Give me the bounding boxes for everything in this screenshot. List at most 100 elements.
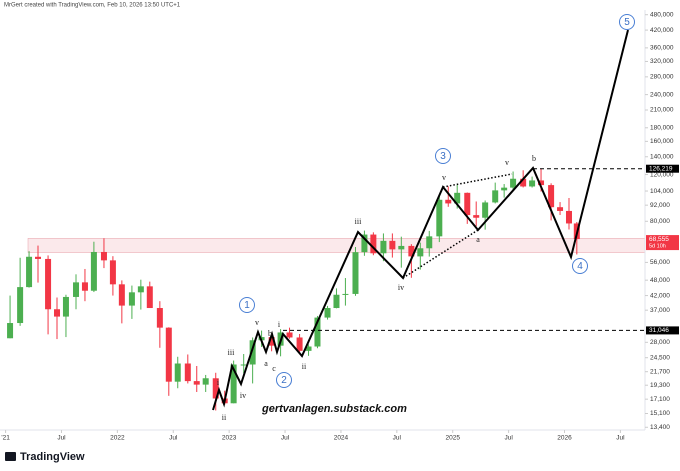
support-zone (27, 238, 646, 253)
y-tick-label: 210,000 (650, 107, 674, 114)
x-tick-label: Jul (169, 435, 178, 442)
y-tick-label: 104,000 (650, 188, 674, 195)
candle-body (454, 192, 461, 204)
candle-body (240, 364, 247, 366)
candle-body (118, 284, 125, 306)
candle-body (464, 192, 471, 216)
candle-body (389, 240, 396, 250)
y-tick-label: 480,000 (650, 11, 674, 18)
candle-body (408, 245, 415, 257)
price-label-box (646, 235, 679, 251)
candle-body (26, 256, 33, 288)
candle-body (45, 258, 52, 310)
x-tick-label: Jul (393, 435, 402, 442)
wave-circle (435, 148, 451, 164)
candle-body (100, 251, 107, 261)
candle-body (35, 256, 42, 259)
candle-body (501, 187, 508, 191)
y-tick-label: 120,000 (650, 171, 674, 178)
candle-body (510, 178, 517, 188)
candle-body (370, 234, 377, 254)
candle-body (305, 346, 312, 351)
y-tick-label: 37,000 (650, 307, 670, 314)
price-label: 31,046 (649, 327, 669, 334)
candle-body (7, 323, 14, 339)
candle-body (249, 340, 256, 365)
candle-body (137, 286, 144, 293)
y-tick-label: 13,400 (650, 424, 670, 431)
y-tick-label: 360,000 (650, 45, 674, 52)
wave-label: iii (228, 348, 235, 357)
y-tick-label: 17,100 (650, 396, 670, 403)
wave-label: iv (240, 391, 246, 400)
x-tick-label: Jul (504, 435, 513, 442)
candle-body (146, 286, 153, 309)
candle-body (380, 240, 387, 254)
candle-body (184, 363, 191, 382)
wave-degree-label: 4 (577, 261, 583, 272)
candle-body (473, 215, 480, 218)
channel-line (442, 173, 513, 188)
candle-body (314, 317, 321, 347)
y-tick-label: 15,100 (650, 410, 670, 417)
x-tick-label: Jul (57, 435, 66, 442)
candle-body (296, 337, 303, 351)
x-tick-label: 2023 (222, 435, 237, 442)
wave-label: i (217, 378, 220, 387)
candle-body (492, 190, 499, 203)
y-tick-label: 56,000 (650, 259, 670, 266)
wave-degree-label: 3 (440, 151, 446, 162)
candle-body (342, 293, 349, 295)
wave-circle (239, 297, 255, 313)
price-label: 68,555 (649, 236, 669, 243)
price-label: 126,219 (649, 165, 673, 172)
wave-drawing (212, 29, 629, 411)
header: MrGert created with TradingView.com, Feb… (4, 3, 181, 9)
price-label-box (646, 164, 679, 173)
candle-body (520, 178, 527, 187)
wave-label: a (476, 235, 480, 244)
x-tick-label: 2026 (557, 435, 572, 442)
x-tick-label: 2024 (334, 435, 349, 442)
x-tick-label: 2025 (445, 435, 460, 442)
wave-label: a (264, 359, 268, 368)
candle-body (17, 287, 24, 324)
wave-degree-label: 2 (281, 375, 287, 386)
y-tick-label: 140,000 (650, 153, 674, 160)
y-tick-label: 420,000 (650, 27, 674, 34)
candle-body (156, 308, 163, 328)
y-tick-label: 160,000 (650, 138, 674, 145)
candle-body (165, 327, 172, 382)
zone-layer (27, 238, 646, 253)
y-tick-label: 21,700 (650, 368, 670, 375)
wave-degree-label: 5 (624, 17, 630, 28)
wave-label: v (442, 173, 446, 182)
candle-body (324, 308, 331, 318)
x-tick-label: 2022 (110, 435, 125, 442)
candle-body (73, 282, 80, 297)
candle-body (286, 332, 293, 338)
brand: TradingView (20, 451, 85, 463)
wave-label: ii (222, 413, 227, 422)
candle-body (538, 180, 545, 186)
candle-body (557, 207, 564, 211)
y-tick-label: 24,500 (650, 354, 670, 361)
candles-layer (7, 168, 580, 411)
y-tick-label: 28,000 (650, 339, 670, 346)
wave-label: b (268, 329, 272, 338)
candle-body (212, 378, 219, 399)
x-tick-label: Jul (281, 435, 290, 442)
y-tick-label: 240,000 (650, 91, 674, 98)
candle-body (565, 210, 572, 224)
watermark: gertvanlagen.substack.com (261, 403, 407, 415)
brand-icon (5, 452, 16, 461)
channel-line (402, 229, 479, 279)
y-tick-label: 320,000 (650, 58, 674, 65)
candle-body (174, 363, 181, 382)
candle-body (54, 309, 61, 317)
candle-body (482, 202, 489, 218)
x-tick-label: '21 (1, 435, 10, 442)
wave-degree-label: 1 (244, 300, 250, 311)
